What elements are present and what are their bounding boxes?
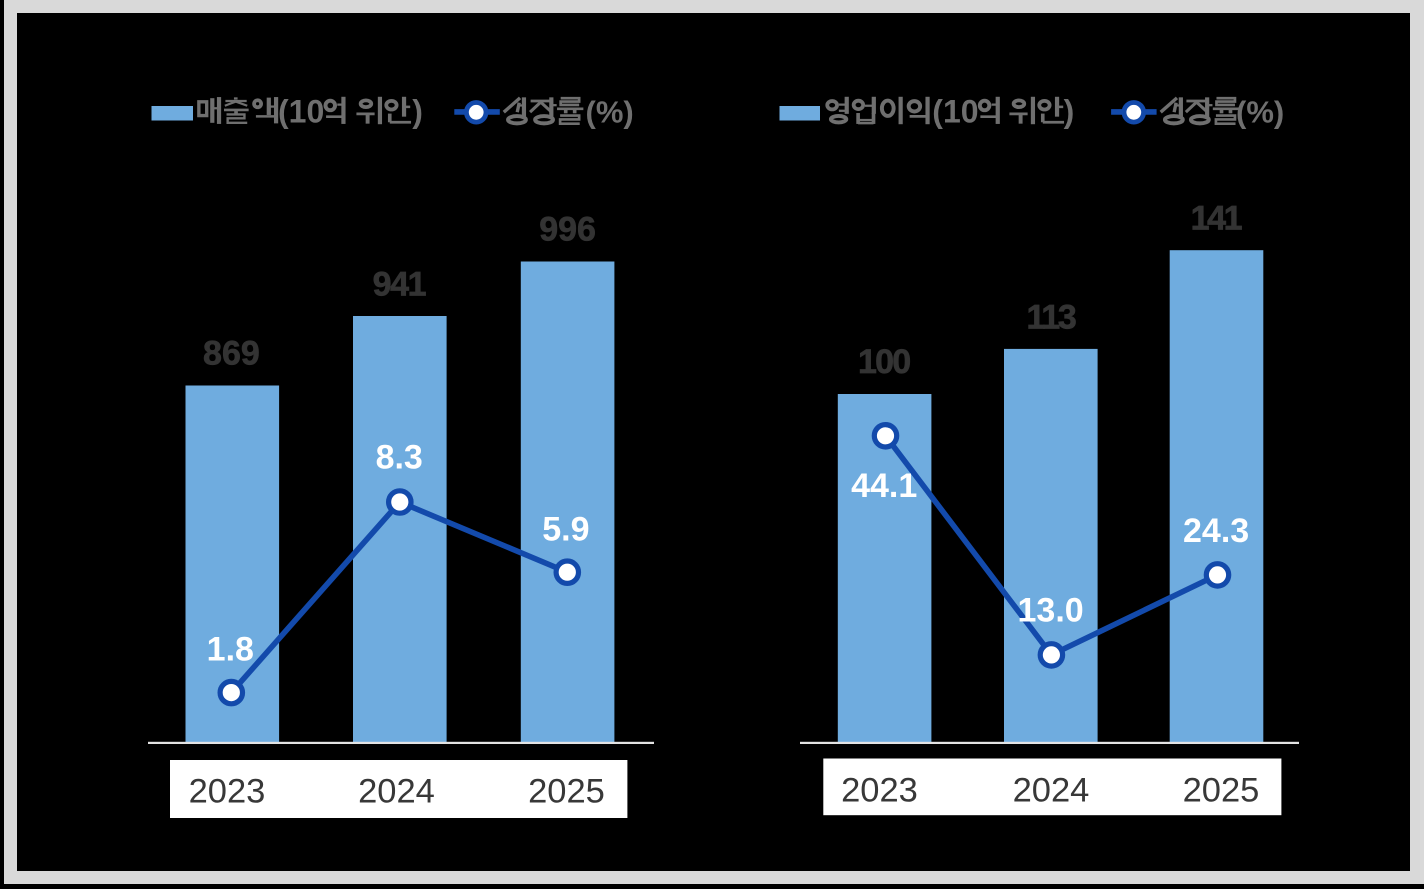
svg-text:(10: (10 (932, 94, 978, 130)
svg-text:(%): (%) (586, 95, 634, 130)
svg-text:2023: 2023 (189, 773, 266, 811)
svg-text:13.0: 13.0 (1018, 592, 1084, 630)
svg-text:1.8: 1.8 (207, 631, 254, 669)
svg-text:): ) (1064, 94, 1075, 130)
svg-text:141: 141 (1191, 200, 1242, 238)
svg-text:44.1: 44.1 (851, 467, 917, 505)
svg-text:2024: 2024 (358, 773, 435, 811)
svg-text:941: 941 (373, 266, 426, 304)
svg-text:2025: 2025 (528, 773, 605, 811)
svg-text:2023: 2023 (841, 772, 918, 810)
svg-text:2024: 2024 (1013, 772, 1090, 810)
svg-text:869: 869 (203, 335, 260, 373)
svg-text:(%): (%) (1236, 95, 1284, 130)
svg-text:113: 113 (1027, 299, 1076, 337)
svg-text:100: 100 (858, 343, 910, 381)
svg-text:(10: (10 (278, 94, 324, 130)
svg-text:): ) (412, 94, 423, 130)
svg-text:8.3: 8.3 (376, 439, 423, 477)
svg-text:24.3: 24.3 (1183, 512, 1249, 550)
svg-text:5.9: 5.9 (542, 510, 589, 548)
svg-text:2025: 2025 (1183, 772, 1260, 810)
svg-text:996: 996 (539, 211, 596, 249)
